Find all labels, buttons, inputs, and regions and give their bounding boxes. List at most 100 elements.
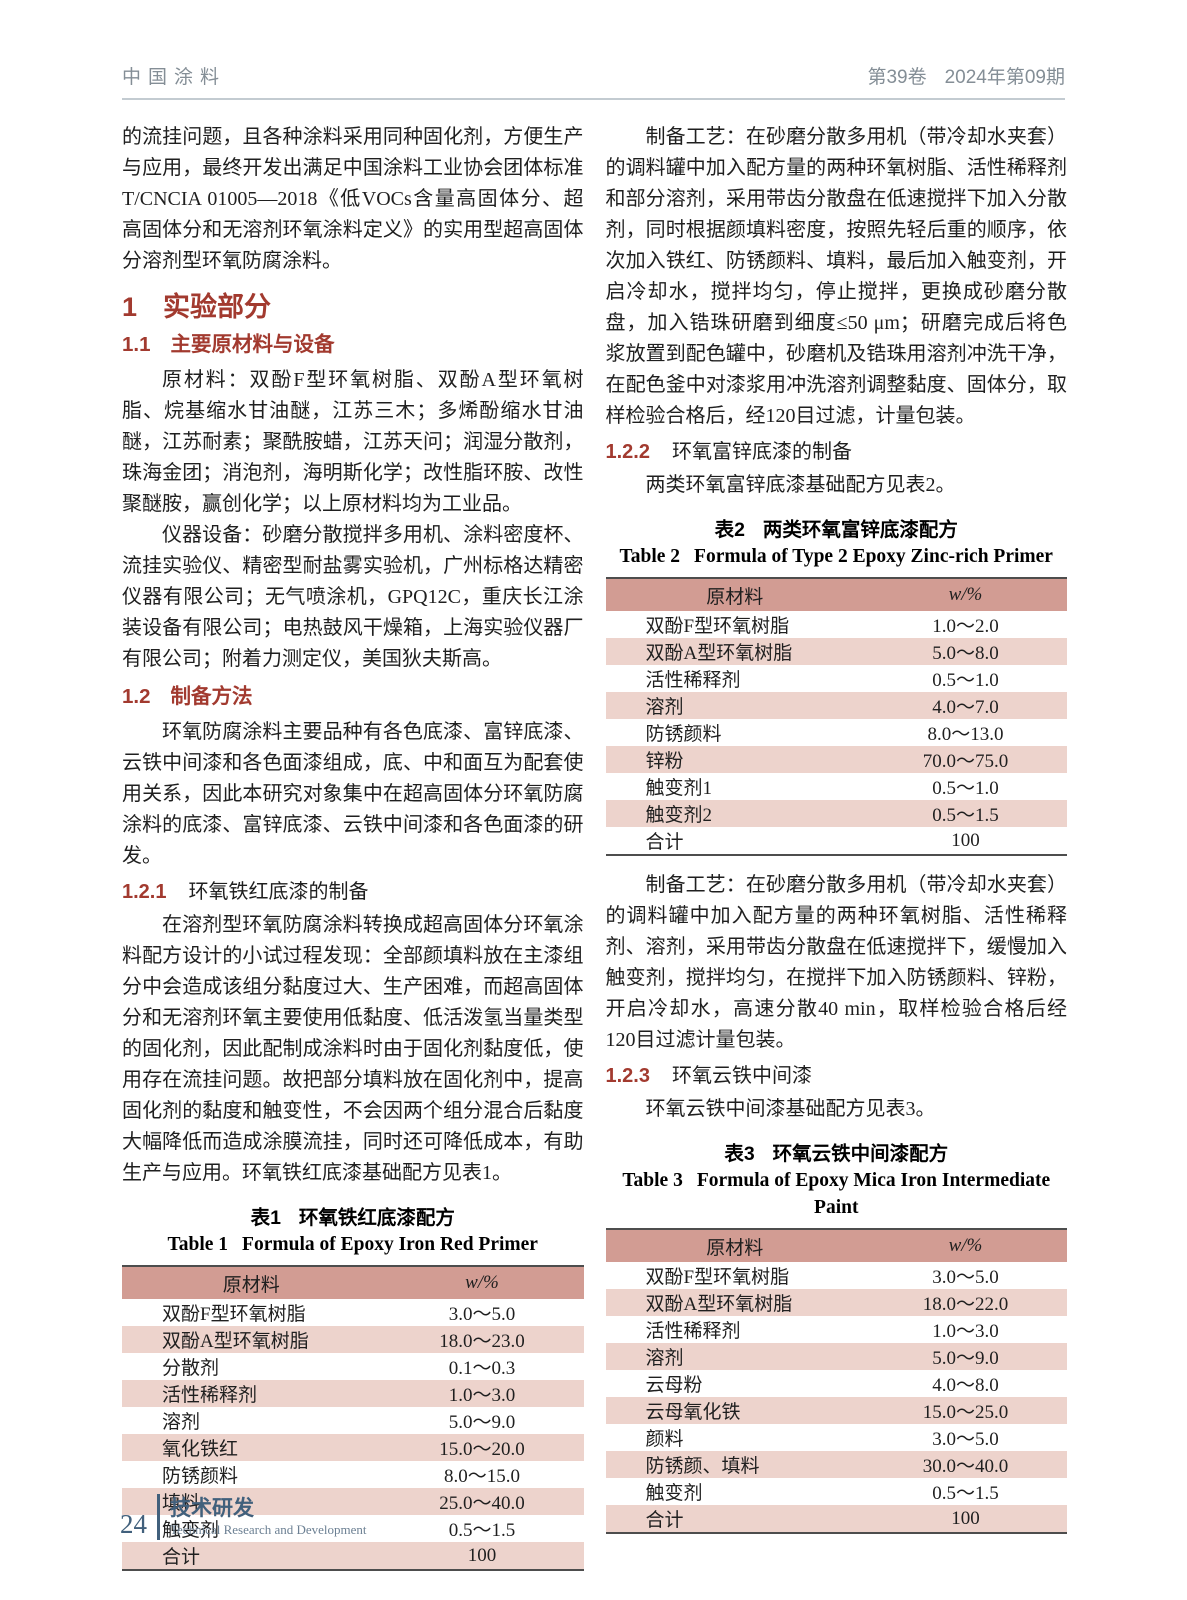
material-cell: 防锈颜料 <box>162 1466 239 1487</box>
value-cell: 8.0～13.0 <box>927 724 1004 745</box>
table1-formula: 原材料 w/% 双酚F型环氧树脂 3.0～5.0 双酚A型环氧树脂 18.0～23.… <box>122 1265 584 1571</box>
page-footer: 24 技术研发 Technical Research and Developme… <box>120 1494 367 1540</box>
table2-caption-en: Table 2 Formula of Type 2 Epoxy Zinc-rich… <box>606 543 1068 570</box>
section-1-number: 1 <box>122 292 138 322</box>
value-cell: 18.0～22.0 <box>922 1294 1009 1315</box>
material-cell: 溶剂 <box>645 697 684 718</box>
material-cell: 颜料 <box>645 1429 684 1450</box>
table2-caption-en-number: Table 2 <box>619 546 681 567</box>
material-cell: 触变剂 <box>162 1520 220 1541</box>
table1-caption-zh-number: 表1 <box>250 1207 281 1229</box>
table3-caption-en-number: Table 3 <box>622 1170 683 1191</box>
material-cell: 氧化铁红 <box>162 1439 239 1460</box>
material-cell: 双酚F型环氧树脂 <box>162 1304 306 1325</box>
material-cell: 合计 <box>645 832 684 853</box>
section-1-2-title: 制备方法 <box>170 685 253 708</box>
table-row: 触变剂 0.5～1.5 <box>122 1515 584 1542</box>
table-row: 溶剂 5.0～9.0 <box>605 1343 1067 1370</box>
paragraph-equipment: 仪器设备：砂磨分散搅拌多用机、涂料密度杯、流挂实验仪、精密型耐盐雾实验机，广州标… <box>122 524 584 670</box>
table-row: 防锈颜料 8.0～13.0 <box>606 719 1068 746</box>
table-header-row: 原材料 w/% <box>122 1266 584 1299</box>
table-row: 锌粉 70.0～75.0 <box>605 746 1067 773</box>
material-cell: 合计 <box>162 1547 201 1568</box>
table2-caption-zh: 表2 两类环氧富锌底漆配方 <box>606 517 1068 543</box>
material-cell: 防锈颜料 <box>645 724 722 745</box>
material-cell: 溶剂 <box>645 1348 684 1369</box>
material-cell: 防锈颜、填料 <box>645 1456 760 1477</box>
running-head: 中国涂料 第39卷 2024年第09期 <box>122 62 1065 100</box>
table-header-row: 原材料 w/% <box>605 578 1067 611</box>
material-cell: 锌粉 <box>645 751 684 772</box>
material-cell: 双酚F型环氧树脂 <box>645 616 790 637</box>
volume-label: 第39卷 <box>867 67 927 88</box>
value-cell: 4.0～7.0 <box>932 697 999 718</box>
section-heading-1-2-3: 1.2.3 环氧云铁中间漆 <box>606 1062 1068 1090</box>
table2-col-material: 原材料 <box>605 578 864 611</box>
table-row: 活性稀释剂 1.0～3.0 <box>122 1380 584 1407</box>
table1-col-weight-percent: w/% <box>380 1266 584 1299</box>
table-row: 活性稀释剂 0.5～1.0 <box>606 665 1068 692</box>
paragraph-mica-iron-ref: 环氧云铁中间漆基础配方见表3。 <box>645 1098 936 1120</box>
material-cell: 溶剂 <box>162 1412 201 1433</box>
value-cell: 3.0～5.0 <box>932 1429 999 1450</box>
table-row: 溶剂 5.0～9.0 <box>122 1407 584 1434</box>
value-cell: 3.0～5.0 <box>448 1304 516 1325</box>
table2-caption-zh-title: 两类环氧富锌底漆配方 <box>762 519 958 541</box>
table-row: 双酚F型环氧树脂 1.0～2.0 <box>606 611 1068 638</box>
paragraph-iron-red-primer: 在溶剂型环氧防腐涂料转换成超高固体分环氧涂料配方设计的小试过程发现：全部颜填料放… <box>122 914 584 1184</box>
table1-caption-zh-title: 环氧铁红底漆配方 <box>298 1207 455 1229</box>
value-cell: 5.0～9.0 <box>448 1412 516 1433</box>
value-cell: 0.5～1.5 <box>932 1483 999 1504</box>
table-row: 分散剂 0.1～0.3 <box>122 1353 584 1380</box>
table-row: 颜料 3.0～5.0 <box>606 1424 1068 1451</box>
material-cell: 双酚A型环氧树脂 <box>645 1294 793 1315</box>
section-1-2-number: 1.2 <box>122 685 151 708</box>
material-cell: 双酚A型环氧树脂 <box>162 1331 309 1352</box>
material-cell: 活性稀释剂 <box>162 1385 258 1406</box>
value-cell: 15.0～25.0 <box>922 1402 1009 1423</box>
table1-caption-en-number: Table 1 <box>167 1234 229 1255</box>
table1-col-material: 原材料 <box>122 1266 381 1299</box>
material-cell: 触变剂1 <box>645 778 713 799</box>
table-row: 云母粉 4.0～8.0 <box>606 1370 1068 1397</box>
section-heading-1-2-1: 1.2.1 环氧铁红底漆的制备 <box>122 878 584 906</box>
value-cell: 5.0～9.0 <box>932 1348 999 1369</box>
value-cell: 1.0～3.0 <box>448 1385 516 1406</box>
table1-caption-en-title: Formula of Epoxy Iron Red Primer <box>242 1234 538 1255</box>
left-column: 的流挂问题，且各种涂料采用同种固化剂，方便生产与应用，最终开发出满足中国涂料工业… <box>122 122 584 1571</box>
footer-section-en: Technical Research and Development <box>170 1521 367 1537</box>
material-cell: 触变剂 <box>645 1483 703 1504</box>
section-1-title: 实验部分 <box>163 292 272 322</box>
journal-name: 中国涂料 <box>122 67 227 88</box>
section-1-2-2-title: 环氧富锌底漆的制备 <box>671 441 852 463</box>
value-cell: 3.0～5.0 <box>932 1267 999 1288</box>
section-1-1-number: 1.1 <box>122 333 151 356</box>
section-1-2-3-number: 1.2.3 <box>605 1065 650 1087</box>
table-row: 合计 100 <box>605 1505 1067 1533</box>
table-row: 溶剂 4.0～7.0 <box>605 692 1067 719</box>
table-row: 触变剂 0.5～1.5 <box>606 1478 1068 1505</box>
table3-formula: 原材料 w/% 双酚F型环氧树脂 3.0～5.0 双酚A型环氧树脂 18.0～22.… <box>605 1228 1068 1534</box>
table3-col-material: 原材料 <box>605 1229 864 1262</box>
value-cell: 70.0～75.0 <box>922 751 1009 772</box>
table-row: 双酚A型环氧树脂 5.0～8.0 <box>605 638 1067 665</box>
value-cell: 18.0～23.0 <box>439 1331 525 1352</box>
material-cell: 分散剂 <box>162 1358 220 1379</box>
page-number: 24 <box>120 1509 147 1539</box>
value-cell: 1.0～2.0 <box>932 616 999 637</box>
material-cell: 活性稀释剂 <box>645 670 741 691</box>
value-cell: 8.0～15.0 <box>443 1466 520 1487</box>
issue-label: 2024年第09期 <box>944 67 1065 88</box>
value-cell: 5.0～8.0 <box>932 643 999 664</box>
value-cell: 1.0～3.0 <box>932 1321 999 1342</box>
table-row: 触变剂2 0.5～1.5 <box>605 800 1067 827</box>
right-column: 制备工艺：在砂磨分散多用机（带冷却水夹套）的调料罐中加入配方量的两种环氧树脂、活… <box>605 122 1068 1571</box>
table-row: 双酚F型环氧树脂 3.0～5.0 <box>606 1262 1068 1289</box>
table-row: 填料 25.0～40.0 <box>122 1488 584 1515</box>
table-row: 云母氧化铁 15.0～25.0 <box>605 1397 1067 1424</box>
table2-caption-en-title: Formula of Type 2 Epoxy Zinc-rich Primer <box>694 546 1053 567</box>
paragraph-process-iron-red: 制备工艺：在砂磨分散多用机（带冷却水夹套）的调料罐中加入配方量的两种环氧树脂、活… <box>605 126 1068 427</box>
table2-col-weight-percent: w/% <box>863 578 1067 611</box>
material-cell: 活性稀释剂 <box>645 1321 741 1342</box>
